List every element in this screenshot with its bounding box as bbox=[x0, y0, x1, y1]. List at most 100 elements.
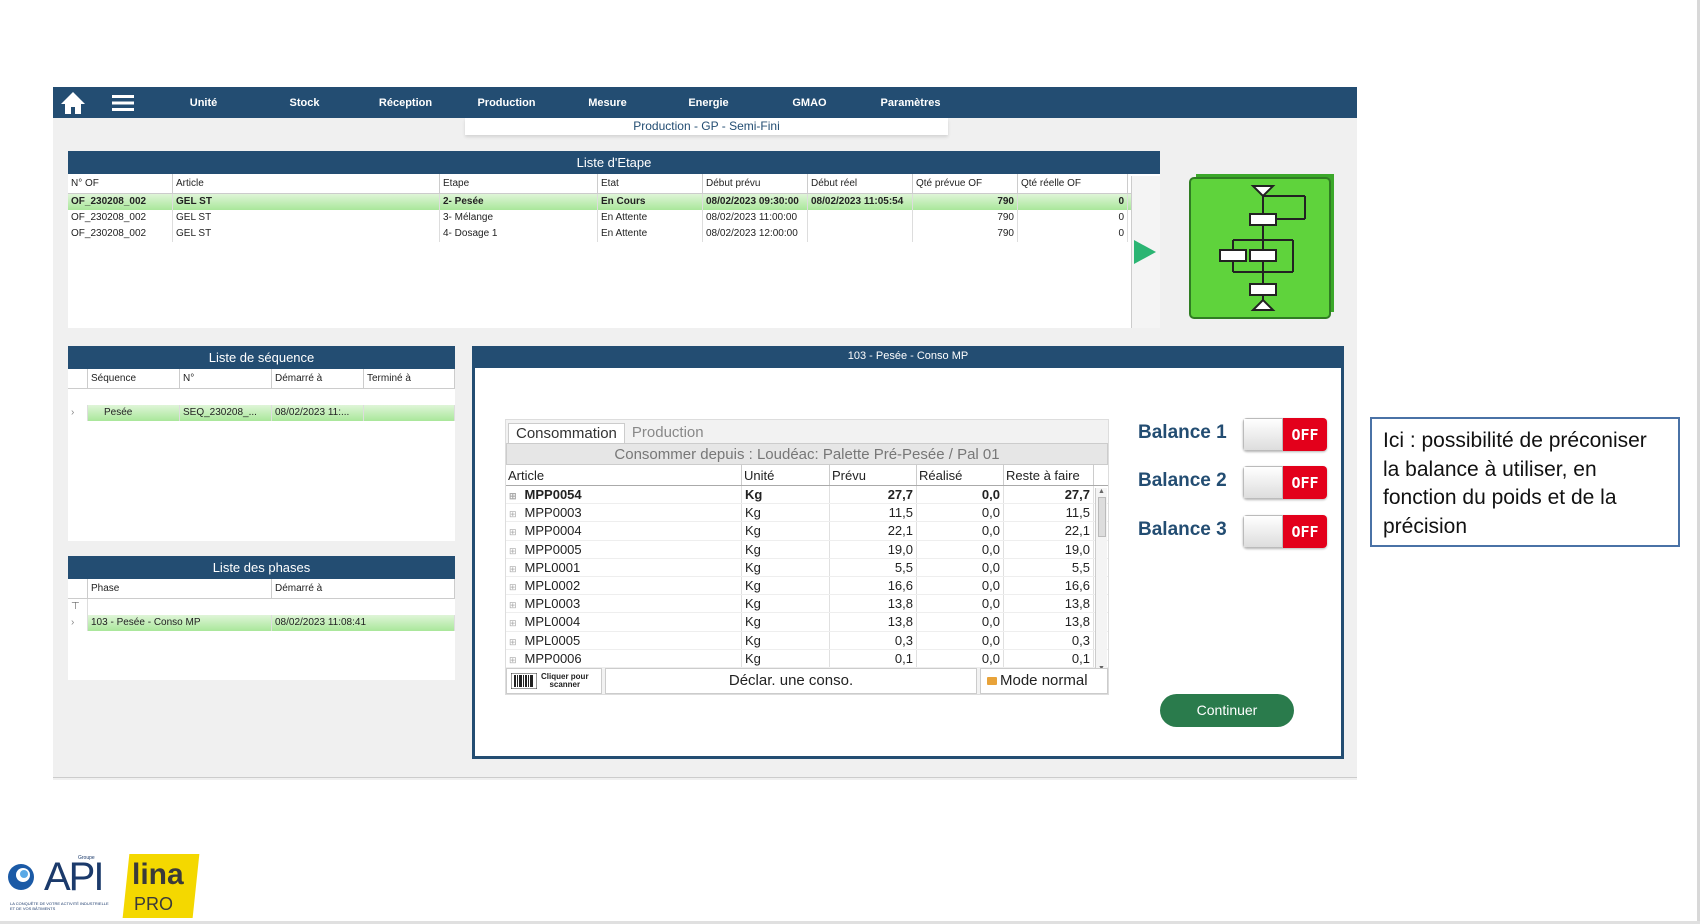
col-header[interactable]: Prévu bbox=[830, 465, 917, 485]
col-header[interactable]: Unité bbox=[742, 465, 830, 485]
cell-text: 0,0 bbox=[981, 650, 1000, 666]
tab-consommation[interactable]: Consommation bbox=[508, 423, 625, 443]
cell bbox=[364, 405, 455, 421]
expand-icon[interactable]: ⊞ bbox=[509, 563, 517, 574]
col-header[interactable]: Réalisé bbox=[917, 465, 1004, 485]
expand-icon[interactable]: ⊞ bbox=[509, 618, 517, 629]
nav-parametres[interactable]: Paramètres bbox=[880, 96, 941, 109]
conso-row[interactable]: ⊞ MPL0001 Kg 5,5 0,0 5,5 bbox=[506, 558, 1108, 577]
conso-row[interactable]: ⊞ MPL0004 Kg 13,8 0,0 13,8 bbox=[506, 613, 1108, 632]
declare-consumption-button[interactable]: Déclar. une conso. bbox=[605, 668, 977, 694]
expand-icon[interactable]: ⊞ bbox=[509, 581, 517, 592]
col-header[interactable]: Démarré à bbox=[272, 369, 364, 388]
balance-3-toggle[interactable]: OFF bbox=[1243, 515, 1327, 548]
sequence-row[interactable]: › Pesée SEQ_230208_... 08/02/2023 11:... bbox=[68, 405, 455, 421]
cell-text: 19,0 bbox=[1064, 541, 1090, 557]
nav-production[interactable]: Production bbox=[477, 96, 536, 109]
conso-row[interactable]: ⊞ MPP0005 Kg 19,0 0,0 19,0 bbox=[506, 540, 1108, 559]
cell-text: 0,0 bbox=[981, 559, 1000, 575]
col-header[interactable]: Etape bbox=[440, 174, 598, 193]
col-header[interactable]: Phase bbox=[88, 579, 272, 598]
consumption-grid: Consommation Production Consommer depuis… bbox=[505, 419, 1109, 695]
cell: 27,7 bbox=[1004, 486, 1094, 504]
balance-2-label: Balance 2 bbox=[1138, 470, 1227, 491]
cell: ⊞ MPL0002 bbox=[506, 576, 742, 595]
filter-icon[interactable]: ⊤ bbox=[68, 599, 88, 615]
col-header[interactable]: Reste à faire bbox=[1004, 465, 1094, 485]
col-header[interactable]: Article bbox=[173, 174, 440, 193]
tab-production[interactable]: Production bbox=[631, 424, 704, 441]
col-header[interactable]: N° OF bbox=[68, 174, 173, 193]
api-tagline: LA CONQUÊTE DE VOTRE ACTIVITÉ INDUSTRIEL… bbox=[10, 901, 109, 911]
conso-row[interactable]: ⊞ MPL0003 Kg 13,8 0,0 13,8 bbox=[506, 595, 1108, 614]
conso-row[interactable]: ⊞ MPL0005 Kg 0,3 0,0 0,3 bbox=[506, 631, 1108, 650]
conso-row[interactable]: ⊞ MPP0003 Kg 11,5 0,0 11,5 bbox=[506, 504, 1108, 523]
scroll-up-icon[interactable]: ▲ bbox=[1098, 488, 1105, 495]
conso-row[interactable]: ⊞ MPL0002 Kg 16,6 0,0 16,6 bbox=[506, 576, 1108, 596]
col-header[interactable]: Qté prévue OF bbox=[913, 174, 1018, 193]
continue-button[interactable]: Continuer bbox=[1160, 694, 1294, 727]
col-header[interactable]: Article bbox=[506, 465, 742, 485]
cell: En Attente bbox=[598, 210, 703, 226]
cell: 5,5 bbox=[1004, 558, 1094, 576]
cell-text: MPP0054 bbox=[524, 487, 582, 502]
nav-gmao[interactable]: GMAO bbox=[792, 96, 827, 109]
col-header[interactable]: Démarré à bbox=[272, 579, 455, 598]
etape-header: N° OF Article Etape Etat Début prévu Déb… bbox=[68, 174, 1160, 194]
cell-text: 0,3 bbox=[1071, 632, 1090, 648]
nav-energie[interactable]: Energie bbox=[688, 96, 729, 109]
workflow-button[interactable] bbox=[1188, 172, 1338, 320]
row-expand-icon[interactable]: › bbox=[68, 615, 88, 631]
nav-unite[interactable]: Unité bbox=[189, 96, 218, 109]
scan-button[interactable]: Cliquer pour scanner bbox=[506, 668, 602, 694]
hamburger-icon bbox=[112, 94, 134, 111]
col-header[interactable]: Début réel bbox=[808, 174, 913, 193]
play-icon[interactable] bbox=[1134, 240, 1156, 264]
toggle-knob bbox=[1243, 515, 1283, 548]
conso-scrollbar[interactable]: ▲ ▼ bbox=[1095, 488, 1107, 672]
col-header[interactable]: Début prévu bbox=[703, 174, 808, 193]
cell: 13,8 bbox=[830, 613, 917, 631]
balance-1-toggle[interactable]: OFF bbox=[1243, 418, 1327, 451]
conso-row[interactable]: ⊞ MPP0006 Kg 0,1 0,0 0,1 bbox=[506, 649, 1108, 668]
col-header[interactable]: Etat bbox=[598, 174, 703, 193]
conso-row[interactable]: ⊞ MPP0054 Kg 27,7 0,0 27,7 bbox=[506, 486, 1108, 505]
conso-row[interactable]: ⊞ MPP0004 Kg 22,1 0,0 22,1 bbox=[506, 522, 1108, 541]
menu-button[interactable] bbox=[93, 87, 153, 118]
cell: En Cours bbox=[598, 194, 703, 210]
nav-reception[interactable]: Réception bbox=[378, 96, 433, 109]
scroll-thumb[interactable] bbox=[1097, 497, 1106, 537]
nav-mesure[interactable]: Mesure bbox=[588, 96, 627, 109]
etape-row[interactable]: OF_230208_002 GEL ST 3- Mélange En Atten… bbox=[68, 210, 1160, 226]
expand-icon[interactable]: ⊞ bbox=[509, 654, 517, 665]
col-header[interactable]: N° bbox=[180, 369, 272, 388]
etape-row[interactable]: OF_230208_002 GEL ST 4- Dosage 1 En Atte… bbox=[68, 226, 1160, 242]
cell: 13,8 bbox=[830, 595, 917, 613]
nav-stock[interactable]: Stock bbox=[289, 96, 320, 109]
home-button[interactable] bbox=[53, 87, 93, 118]
etape-row[interactable]: OF_230208_002 GEL ST 2- Pesée En Cours 0… bbox=[68, 194, 1160, 210]
phase-row[interactable]: › 103 - Pesée - Conso MP 08/02/2023 11:0… bbox=[68, 615, 455, 631]
balance-2-toggle[interactable]: OFF bbox=[1243, 466, 1327, 499]
api-top-text: Groupe bbox=[78, 855, 95, 861]
col-header[interactable]: Qté réelle OF bbox=[1018, 174, 1128, 193]
cell: OF_230208_002 bbox=[68, 226, 173, 242]
expand-icon[interactable]: ⊞ bbox=[509, 545, 517, 556]
expand-icon[interactable]: ⊞ bbox=[509, 509, 517, 520]
expand-icon[interactable]: ⊞ bbox=[509, 636, 517, 647]
expand-icon[interactable]: ⊞ bbox=[509, 527, 517, 538]
col-header[interactable]: Séquence bbox=[88, 369, 180, 388]
top-nav-bar: Unité Stock Réception Production Mesure … bbox=[53, 87, 1357, 118]
cell: Kg bbox=[742, 649, 830, 667]
expand-icon[interactable]: ⊞ bbox=[509, 491, 517, 501]
cell: 0,1 bbox=[830, 649, 917, 667]
cell: Kg bbox=[742, 595, 830, 613]
mode-button[interactable]: Mode normal bbox=[980, 668, 1108, 694]
expand-icon[interactable]: ⊞ bbox=[509, 600, 517, 611]
cell-text: 5,5 bbox=[1071, 559, 1090, 575]
row-expand-icon[interactable]: › bbox=[68, 405, 88, 421]
col-header[interactable]: Terminé à bbox=[364, 369, 455, 388]
filter-row[interactable]: ⊤ bbox=[68, 599, 455, 615]
cell: Kg bbox=[742, 558, 830, 576]
filter-row[interactable] bbox=[68, 389, 455, 405]
